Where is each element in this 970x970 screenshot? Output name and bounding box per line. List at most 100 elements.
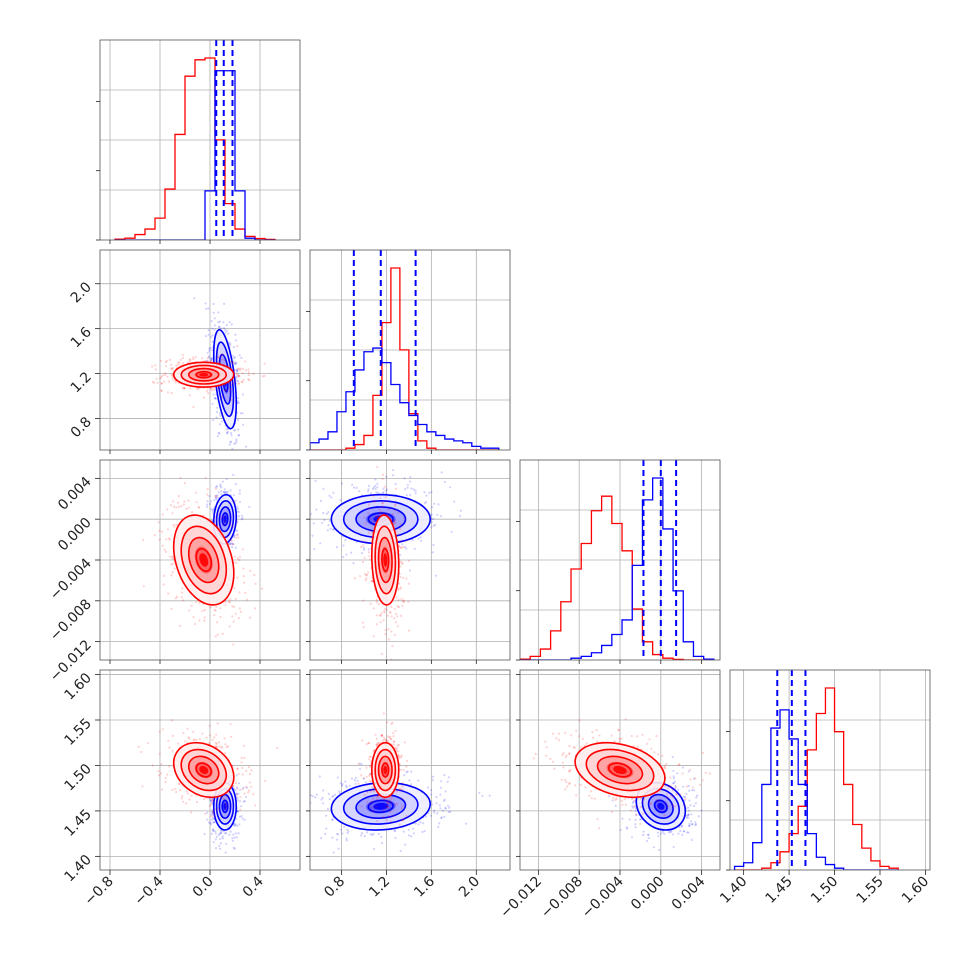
sample-point [672,777,676,780]
sample-point [154,368,157,371]
sample-point [313,548,316,551]
sample-point [176,742,180,745]
sample-point [406,770,409,773]
sample-point [291,829,293,831]
sample-point [393,617,396,620]
sample-point [335,546,339,549]
sample-point [214,494,217,498]
sample-point [319,542,322,545]
sample-point [180,505,183,508]
sample-point [227,600,230,603]
sample-point [608,795,611,798]
sample-point [214,847,218,850]
sample-point [363,794,366,797]
density-level [373,802,389,810]
sample-point [192,616,195,619]
sample-point [197,387,200,390]
sample-point [235,369,238,372]
sample-point [192,739,195,742]
sample-point [688,824,691,828]
sample-point [405,539,408,543]
sample-point [438,804,441,807]
sample-point [348,784,351,787]
sample-point [405,547,408,550]
sample-point [219,327,222,330]
sample-point [234,361,237,364]
sample-point [183,387,186,390]
sample-point [207,307,210,310]
sample-point [436,513,439,516]
sample-point [370,579,373,583]
sample-point [326,807,329,811]
sample-point [387,815,390,818]
sample-point [171,555,174,558]
sample-point [211,402,214,405]
sample-point [179,789,182,792]
sample-point [224,603,227,607]
sample-point [406,759,409,763]
sample-point [231,615,234,618]
sample-point [389,611,392,614]
sample-point [386,488,389,491]
sample-point [157,521,160,524]
sample-point [315,508,318,511]
sample-point [172,367,175,370]
density-level [383,765,388,775]
sample-point [363,556,366,559]
scatter-blue [203,761,248,854]
sample-point [369,773,372,776]
sample-point [390,797,393,800]
sample-point [375,515,379,518]
sample-point [220,486,223,489]
sample-point [175,595,179,598]
sample-point [212,311,215,314]
sample-point [247,378,250,381]
sample-point [234,824,237,827]
sample-point [239,796,242,799]
sample-point [628,818,631,821]
sample-point [176,363,179,366]
sample-point [217,355,220,358]
sample-point [360,552,364,555]
sample-point [236,400,239,403]
sample-point [236,418,240,421]
sample-point [392,740,396,743]
sample-point [221,837,224,840]
sample-point [391,721,394,724]
sample-point [216,633,219,636]
sample-point [219,842,222,845]
sample-point [402,546,405,549]
sample-point [235,561,238,565]
sample-point [672,769,675,772]
sample-point [434,574,437,577]
sample-point [210,320,213,323]
sample-point [344,780,347,783]
sample-point [242,800,245,803]
sample-point [236,529,239,532]
sample-point [218,423,222,426]
sample-point [236,576,239,579]
sample-point [202,396,205,399]
sample-point [336,838,339,841]
sample-point [175,523,178,526]
sample-point [371,487,374,490]
sample-point [232,542,235,546]
sample-point [185,790,188,793]
sample-point [204,476,207,479]
sample-point [325,814,328,817]
sample-point [177,501,180,504]
sample-point [241,372,244,375]
sample-point [189,387,192,390]
sample-point [223,519,227,522]
sample-point [383,485,386,488]
sample-point [688,799,691,802]
sample-point [233,823,236,826]
sample-point [363,516,366,519]
sample-point [224,832,227,835]
sample-point [444,806,447,809]
sample-point [371,530,374,533]
panel-frame [99,249,301,451]
sample-point [319,499,322,502]
sample-point [211,738,214,741]
sample-point [412,488,415,491]
